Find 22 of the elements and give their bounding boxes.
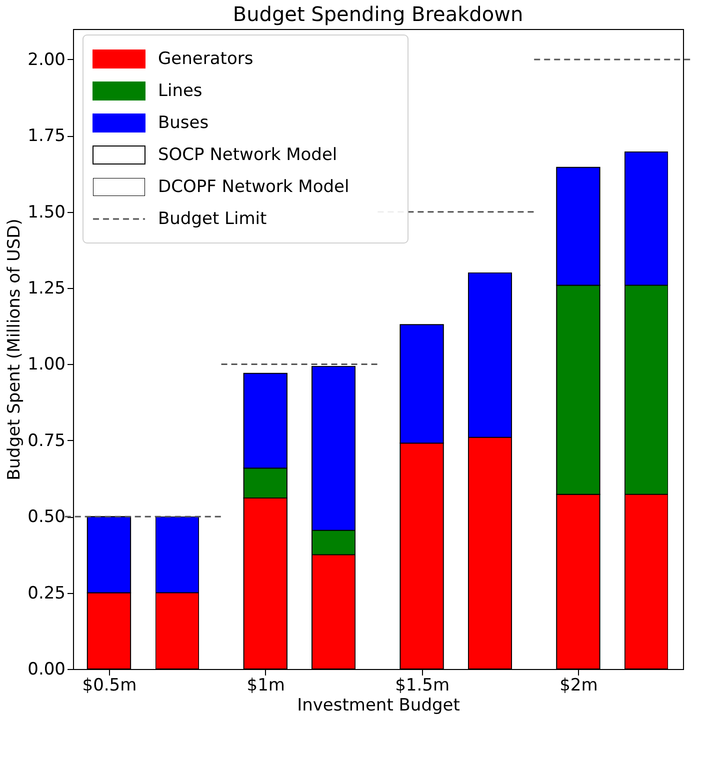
- y-axis-title: Budget Spent (Millions of USD): [4, 218, 25, 480]
- y-tick-label: 2.00: [28, 50, 66, 70]
- legend-label: Buses: [158, 113, 209, 133]
- legend-label: Lines: [158, 81, 202, 101]
- x-tick-label: $1.5m: [395, 676, 450, 696]
- y-tick-label: 0.00: [28, 660, 66, 680]
- y-tick-label: 0.25: [28, 583, 66, 604]
- y-tick-label: 1.75: [28, 126, 66, 146]
- y-tick-label: 0.50: [28, 507, 66, 528]
- y-tick-label: 1.25: [28, 278, 66, 299]
- x-tick-label: $2m: [560, 676, 598, 696]
- y-tick-label: 0.75: [28, 430, 66, 451]
- x-tick-label: $1m: [246, 676, 285, 696]
- y-tick-label: 1.00: [28, 354, 66, 375]
- chart-title: Budget Spending Breakdown: [232, 2, 524, 26]
- annotation: SOCP Network Model: [158, 145, 338, 165]
- x-tick-label: $0.5m: [82, 676, 137, 696]
- legend-label: Generators: [158, 49, 254, 69]
- x-axis-title: Investment Budget: [297, 696, 460, 716]
- legend-label: Budget Limit: [158, 209, 268, 229]
- y-tick-label: 1.50: [28, 202, 66, 222]
- annotation: DCOPF Network Model: [158, 177, 350, 197]
